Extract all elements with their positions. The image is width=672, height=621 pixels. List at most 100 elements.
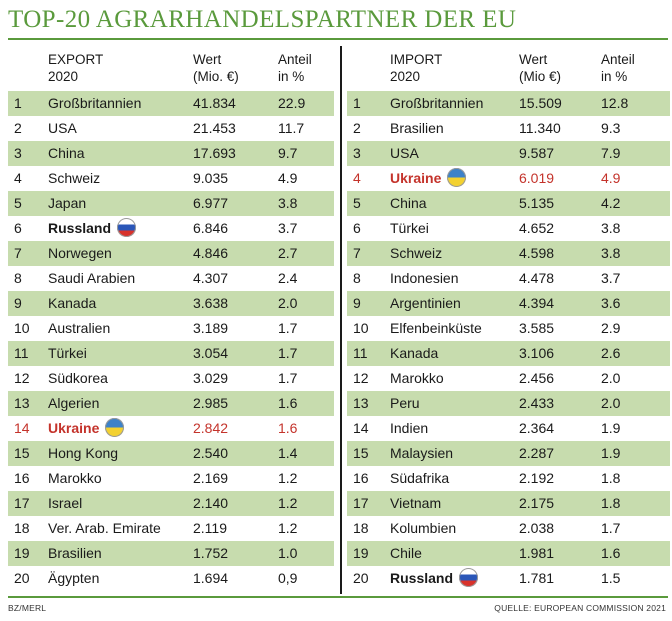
table-row: 9 Kanada 3.638 2.0 (8, 291, 334, 316)
country-name: Norwegen (48, 245, 112, 261)
rank-cell: 15 (14, 445, 30, 461)
import-header-label: IMPORT (390, 52, 443, 67)
column-divider (340, 46, 342, 594)
share-cell: 2.4 (278, 270, 298, 286)
value-cell: 2.169 (193, 470, 229, 486)
share-cell: 3.7 (278, 220, 298, 236)
value-cell: 2.456 (519, 370, 555, 386)
value-cell: 9.035 (193, 170, 229, 186)
table-row: 13 Algerien 2.985 1.6 (8, 391, 334, 416)
value-cell: 2.985 (193, 395, 229, 411)
country-name: Marokko (390, 370, 444, 386)
value-cell: 2.119 (193, 520, 227, 536)
table-row: 1 Großbritannien 41.834 22.9 (8, 91, 334, 116)
country-name: Argentinien (390, 295, 461, 311)
share-cell: 11.7 (278, 120, 305, 136)
share-cell: 1.7 (601, 520, 621, 536)
share-cell: 1.6 (601, 545, 621, 561)
value-cell: 5.135 (519, 195, 555, 211)
country-cell: Großbritannien (48, 91, 141, 116)
table-row: 8 Saudi Arabien 4.307 2.4 (8, 266, 334, 291)
table-row: 5 China 5.135 4.2 (347, 191, 670, 216)
value-cell: 6.846 (193, 220, 229, 236)
share-cell: 7.9 (601, 145, 621, 161)
value-cell: 11.340 (519, 120, 561, 136)
share-cell: 1.4 (278, 445, 298, 461)
table-row: 2 Brasilien 11.340 9.3 (347, 116, 670, 141)
country-name: Kanada (390, 345, 439, 361)
country-cell: Südafrika (390, 466, 449, 491)
table-row: 12 Südkorea 3.029 1.7 (8, 366, 334, 391)
share-cell: 3.7 (601, 270, 621, 286)
country-name: Ukraine (390, 170, 442, 186)
rank-cell: 3 (14, 145, 22, 161)
country-name: Südafrika (390, 470, 450, 486)
table-row: 12 Marokko 2.456 2.0 (347, 366, 670, 391)
country-name: Großbritannien (48, 95, 142, 111)
rank-cell: 2 (14, 120, 22, 136)
rank-cell: 14 (14, 420, 30, 436)
table-row: 4 Ukraine 6.019 4.9 (347, 166, 670, 191)
russia-flag-icon (117, 218, 137, 238)
value-cell: 2.192 (519, 470, 555, 486)
country-cell: Türkei (390, 216, 429, 241)
title-divider (8, 38, 668, 40)
country-cell: Kanada (48, 291, 96, 316)
rank-cell: 2 (353, 120, 361, 136)
country-cell: Russland (48, 216, 137, 241)
export-header-share: Anteil (278, 52, 312, 67)
value-cell: 15.509 (519, 95, 562, 111)
country-cell: China (48, 141, 85, 166)
table-row: 2 USA 21.453 11.7 (8, 116, 334, 141)
country-name: Ukraine (48, 420, 100, 436)
value-cell: 1.981 (519, 545, 555, 561)
country-cell: Indonesien (390, 266, 459, 291)
import-table-header: IMPORT 2020 Wert (Mio €) Anteil in % (347, 46, 670, 91)
country-name: Chile (390, 545, 422, 561)
rank-cell: 12 (353, 370, 369, 386)
share-cell: 2.0 (601, 395, 621, 411)
share-cell: 1.2 (278, 470, 298, 486)
rank-cell: 8 (14, 270, 22, 286)
share-cell: 1.0 (278, 545, 298, 561)
value-cell: 2.364 (519, 420, 555, 436)
country-name: Kanada (48, 295, 97, 311)
share-cell: 2.7 (278, 245, 298, 261)
value-cell: 3.585 (519, 320, 555, 336)
table-row: 15 Malaysien 2.287 1.9 (347, 441, 670, 466)
import-table: IMPORT 2020 Wert (Mio €) Anteil in % 1 Gr… (347, 46, 670, 591)
export-table-body: 1 Großbritannien 41.834 22.9 2 USA 21.453 11.7 3… (8, 91, 334, 591)
table-row: 18 Ver. Arab. Emirate 2.119 1.2 (8, 516, 334, 541)
rank-cell: 17 (353, 495, 369, 511)
value-cell: 2.540 (193, 445, 229, 461)
country-cell: USA (390, 141, 419, 166)
russia-flag-icon (459, 568, 479, 588)
table-row: 5 Japan 6.977 3.8 (8, 191, 334, 216)
value-cell: 4.307 (193, 270, 229, 286)
value-cell: 17.693 (193, 145, 236, 161)
country-name: Japan (48, 195, 87, 211)
country-cell: Ukraine (48, 416, 125, 441)
rank-cell: 1 (353, 95, 361, 111)
value-cell: 21.453 (193, 120, 236, 136)
share-cell: 1.6 (278, 395, 298, 411)
share-cell: 3.6 (601, 295, 621, 311)
share-cell: 22.9 (278, 95, 306, 111)
country-cell: Kanada (390, 341, 438, 366)
value-cell: 4.652 (519, 220, 555, 236)
country-cell: Ägypten (48, 566, 99, 591)
rank-cell: 7 (14, 245, 22, 261)
share-cell: 1.7 (278, 345, 298, 361)
country-cell: Algerien (48, 391, 99, 416)
import-header-value: Wert (519, 52, 548, 67)
ukraine-flag-icon (105, 418, 125, 438)
value-cell: 3.106 (519, 345, 555, 361)
rank-cell: 20 (14, 570, 30, 586)
country-cell: Israel (48, 491, 82, 516)
share-cell: 1.2 (278, 520, 298, 536)
country-name: Brasilien (48, 545, 102, 561)
country-name: Malaysien (390, 445, 454, 461)
table-row: 16 Südafrika 2.192 1.8 (347, 466, 670, 491)
rank-cell: 14 (353, 420, 369, 436)
table-row: 10 Australien 3.189 1.7 (8, 316, 334, 341)
